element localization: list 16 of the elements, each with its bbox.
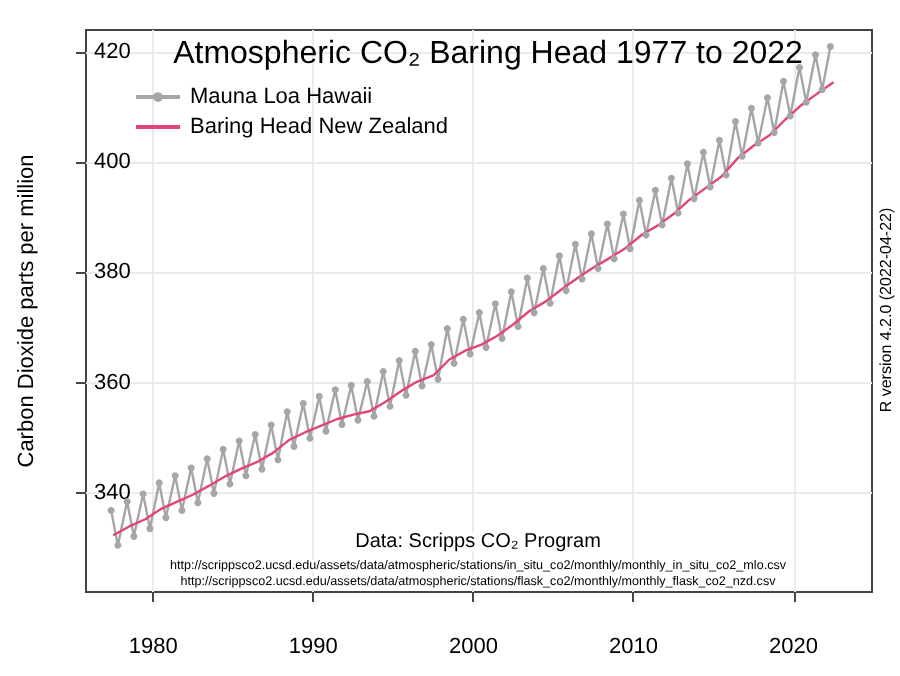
legend-label: Mauna Loa Hawaii bbox=[190, 85, 373, 109]
y-tick-label: 400 bbox=[94, 150, 131, 175]
text: R version 4.2.0 (2022-04-22) bbox=[877, 207, 895, 413]
legend-label: Baring Head New Zealand bbox=[190, 115, 449, 139]
x-tick-label: 2020 bbox=[769, 635, 819, 659]
annotation: Data: Scripps CO₂ Program bbox=[355, 531, 601, 553]
x-tick-label: 2000 bbox=[448, 635, 498, 659]
chart-title: Atmospheric CO₂ Baring Head 1977 to 2022 bbox=[173, 37, 804, 71]
y-axis-title: Carbon Dioxide parts per million bbox=[15, 154, 39, 468]
y-tick-label: 420 bbox=[94, 40, 131, 65]
y-tick-label: 360 bbox=[94, 370, 131, 395]
y-tick-label: 340 bbox=[94, 480, 131, 505]
x-tick-label: 2010 bbox=[608, 635, 658, 659]
y-tick-label: 380 bbox=[94, 260, 131, 285]
x-tick-label: 1990 bbox=[288, 635, 338, 659]
x-tick-label: 1980 bbox=[128, 635, 178, 659]
